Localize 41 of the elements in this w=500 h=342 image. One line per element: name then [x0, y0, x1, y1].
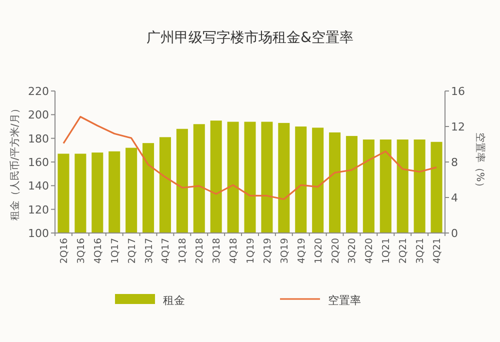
y2-tick-label: 0 — [451, 227, 458, 240]
x-tick-label: 1Q18 — [178, 238, 189, 264]
y2-tick-label: 4 — [451, 192, 458, 204]
x-tick-label: 4Q17 — [160, 238, 172, 264]
x-tick-label: 4Q21 — [432, 238, 444, 264]
y-tick-label: 220 — [28, 85, 49, 98]
y2-axis-title: 空置率（%） — [474, 132, 486, 192]
x-tick-label: 2Q18 — [194, 238, 206, 264]
x-tick-label: 4Q20 — [364, 238, 376, 264]
x-tick-label: 2Q16 — [58, 238, 70, 264]
x-tick-label: 4Q16 — [92, 238, 104, 264]
y-tick-label: 140 — [28, 180, 49, 193]
y-tick-label: 100 — [28, 227, 49, 240]
y-tick-label: 120 — [28, 203, 49, 216]
x-tick-label: 2Q17 — [126, 238, 138, 264]
x-tick-label: 2Q21 — [398, 238, 410, 264]
x-tick-label: 2Q20 — [330, 238, 342, 264]
x-tick-label: 1Q20 — [313, 238, 324, 264]
y2-tick-label: 16 — [451, 85, 465, 98]
y2-tick-label: 12 — [451, 120, 465, 134]
x-tick-label: 4Q18 — [228, 238, 240, 264]
x-tick-label: 1Q17 — [110, 238, 121, 264]
y-tick-label: 180 — [28, 132, 49, 146]
x-tick-label: 3Q21 — [415, 238, 426, 264]
y-tick-label: 200 — [28, 108, 49, 122]
y-axis-title: 租金（人民币/平方米/月） — [9, 104, 21, 220]
x-tick-label: 4Q19 — [296, 238, 308, 264]
x-tick-label: 1Q19 — [246, 238, 256, 264]
legend-label: 租金 — [163, 294, 185, 307]
x-tick-label: 1Q21 — [381, 238, 392, 264]
x-tick-label: 2Q19 — [262, 238, 274, 264]
x-tick-label: 3Q17 — [144, 238, 155, 264]
y-tick-label: 160 — [28, 156, 49, 169]
y2-tick-label: 8 — [451, 156, 458, 169]
legend-label: 空置率 — [328, 294, 361, 307]
chart-title: 广州甲级写字楼市场租金&空置率 — [146, 30, 354, 46]
x-tick-label: 3Q16 — [76, 238, 87, 264]
line-series — [62, 116, 438, 200]
x-tick-label: 3Q20 — [347, 238, 358, 264]
x-tick-label: 3Q19 — [279, 238, 290, 264]
x-tick-label: 3Q18 — [212, 238, 223, 264]
